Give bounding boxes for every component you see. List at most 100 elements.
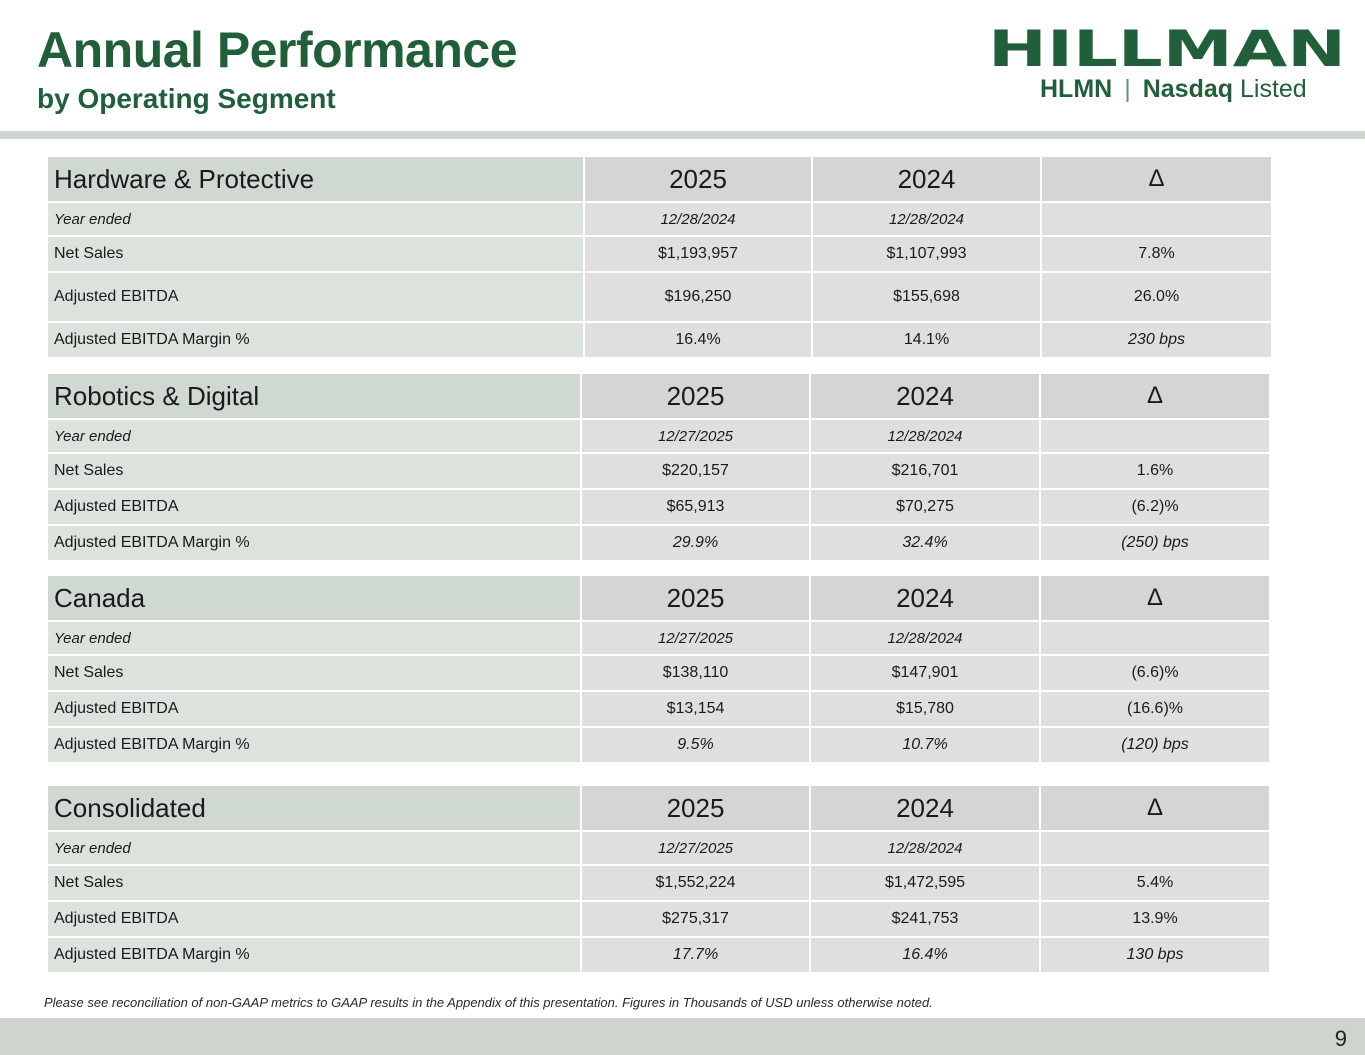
- column-header-delta: Δ: [1042, 157, 1271, 201]
- column-header-delta: Δ: [1041, 786, 1269, 830]
- row-label: Net Sales: [48, 454, 580, 488]
- row-label: Net Sales: [48, 237, 583, 271]
- cell-2024: $70,275: [811, 490, 1039, 524]
- column-header-2024: 2024: [811, 374, 1039, 418]
- segment-table-canada: Canada 2025 2024 Δ Year ended 12/27/2025…: [46, 574, 1271, 764]
- cell-2025: 12/27/2025: [582, 622, 809, 654]
- cell-2025: 16.4%: [585, 323, 811, 357]
- table-row: Adjusted EBITDA $275,317 $241,753 13.9%: [48, 902, 1269, 936]
- cell-2024: 10.7%: [811, 728, 1039, 762]
- hillman-logo: HILLMAN HLMN | Nasdaq Listed: [988, 26, 1348, 106]
- table-row: Adjusted EBITDA $196,250 $155,698 26.0%: [48, 273, 1271, 321]
- year-ended-row: Year ended 12/27/2025 12/28/2024: [48, 832, 1269, 864]
- row-label: Adjusted EBITDA: [48, 902, 580, 936]
- table-row: Adjusted EBITDA Margin % 29.9% 32.4% (25…: [48, 526, 1269, 560]
- segment-header-row: Consolidated 2025 2024 Δ: [48, 786, 1269, 830]
- year-ended-row: Year ended 12/27/2025 12/28/2024: [48, 622, 1269, 654]
- cell-2025: 12/27/2025: [582, 420, 809, 452]
- cell-2025: $1,552,224: [582, 866, 809, 900]
- table-row: Net Sales $138,110 $147,901 (6.6)%: [48, 656, 1269, 690]
- cell-delta: (6.6)%: [1041, 656, 1269, 690]
- page-subtitle: by Operating Segment: [37, 83, 336, 114]
- row-label: Adjusted EBITDA Margin %: [48, 938, 580, 972]
- cell-2025: $275,317: [582, 902, 809, 936]
- cell-2025: 9.5%: [582, 728, 809, 762]
- cell-delta: 7.8%: [1042, 237, 1271, 271]
- cell-2025: $13,154: [582, 692, 809, 726]
- segment-name: Hardware & Protective: [48, 157, 583, 201]
- segment-table-robotics-digital: Robotics & Digital 2025 2024 Δ Year ende…: [46, 372, 1271, 562]
- cell-delta: (250) bps: [1041, 526, 1269, 560]
- column-header-2024: 2024: [811, 576, 1039, 620]
- cell-2025: $65,913: [582, 490, 809, 524]
- segment-name: Robotics & Digital: [48, 374, 580, 418]
- column-header-delta: Δ: [1041, 576, 1269, 620]
- cell-2024: 14.1%: [813, 323, 1040, 357]
- row-label: Adjusted EBITDA: [48, 692, 580, 726]
- cell-delta: 13.9%: [1041, 902, 1269, 936]
- segment-header-row: Hardware & Protective 2025 2024 Δ: [48, 157, 1271, 201]
- cell-2024: 12/28/2024: [811, 420, 1039, 452]
- cell-2025: 29.9%: [582, 526, 809, 560]
- cell-2024: 12/28/2024: [811, 622, 1039, 654]
- logo-exchange: Nasdaq: [1142, 75, 1234, 103]
- segment-name: Canada: [48, 576, 580, 620]
- cell-2024: 32.4%: [811, 526, 1039, 560]
- logo-separator: |: [1124, 75, 1131, 103]
- row-label: Net Sales: [48, 866, 580, 900]
- table-row: Adjusted EBITDA $65,913 $70,275 (6.2)%: [48, 490, 1269, 524]
- segment-header-row: Robotics & Digital 2025 2024 Δ: [48, 374, 1269, 418]
- column-header-2025: 2025: [585, 157, 811, 201]
- table-row: Adjusted EBITDA Margin % 9.5% 10.7% (120…: [48, 728, 1269, 762]
- cell-delta: 1.6%: [1041, 454, 1269, 488]
- cell-delta: [1041, 832, 1269, 864]
- cell-2025: $196,250: [585, 273, 811, 321]
- page-number: 9: [1334, 1026, 1347, 1051]
- table-row: Adjusted EBITDA $13,154 $15,780 (16.6)%: [48, 692, 1269, 726]
- cell-2025: $138,110: [582, 656, 809, 690]
- row-label: Adjusted EBITDA: [48, 273, 583, 321]
- cell-2025: $1,193,957: [585, 237, 811, 271]
- year-ended-row: Year ended 12/27/2025 12/28/2024: [48, 420, 1269, 452]
- row-label: Year ended: [48, 203, 583, 235]
- cell-delta: 230 bps: [1042, 323, 1271, 357]
- row-label: Year ended: [48, 420, 580, 452]
- column-header-delta: Δ: [1041, 374, 1269, 418]
- row-label: Adjusted EBITDA Margin %: [48, 526, 580, 560]
- cell-2025: 12/28/2024: [585, 203, 811, 235]
- footer-bar: [0, 1018, 1365, 1055]
- column-header-2025: 2025: [582, 576, 809, 620]
- cell-2024: 12/28/2024: [811, 832, 1039, 864]
- page-title: Annual Performance: [37, 22, 518, 78]
- cell-2024: $216,701: [811, 454, 1039, 488]
- cell-2025: 17.7%: [582, 938, 809, 972]
- row-label: Adjusted EBITDA Margin %: [48, 323, 583, 357]
- column-header-2024: 2024: [811, 786, 1039, 830]
- cell-2024: $15,780: [811, 692, 1039, 726]
- cell-2024: $1,107,993: [813, 237, 1040, 271]
- cell-delta: 130 bps: [1041, 938, 1269, 972]
- header-divider: [0, 131, 1365, 139]
- row-label: Year ended: [48, 622, 580, 654]
- segment-name: Consolidated: [48, 786, 580, 830]
- row-label: Adjusted EBITDA: [48, 490, 580, 524]
- row-label: Year ended: [48, 832, 580, 864]
- segment-table-consolidated: Consolidated 2025 2024 Δ Year ended 12/2…: [46, 784, 1271, 974]
- footnote: Please see reconciliation of non-GAAP me…: [44, 995, 933, 1010]
- cell-delta: [1042, 203, 1271, 235]
- column-header-2025: 2025: [582, 786, 809, 830]
- cell-2024: $155,698: [813, 273, 1040, 321]
- logo-listed: Listed: [1239, 75, 1307, 103]
- cell-2025: $220,157: [582, 454, 809, 488]
- column-header-2024: 2024: [813, 157, 1040, 201]
- table-row: Adjusted EBITDA Margin % 17.7% 16.4% 130…: [48, 938, 1269, 972]
- cell-2024: 16.4%: [811, 938, 1039, 972]
- hillman-wordmark: HILLMAN: [988, 26, 1346, 70]
- table-row: Net Sales $220,157 $216,701 1.6%: [48, 454, 1269, 488]
- row-label: Net Sales: [48, 656, 580, 690]
- cell-2024: $241,753: [811, 902, 1039, 936]
- logo-wordmark-text: HILLMAN: [988, 26, 1346, 70]
- cell-2024: $1,472,595: [811, 866, 1039, 900]
- segment-header-row: Canada 2025 2024 Δ: [48, 576, 1269, 620]
- cell-delta: 26.0%: [1042, 273, 1271, 321]
